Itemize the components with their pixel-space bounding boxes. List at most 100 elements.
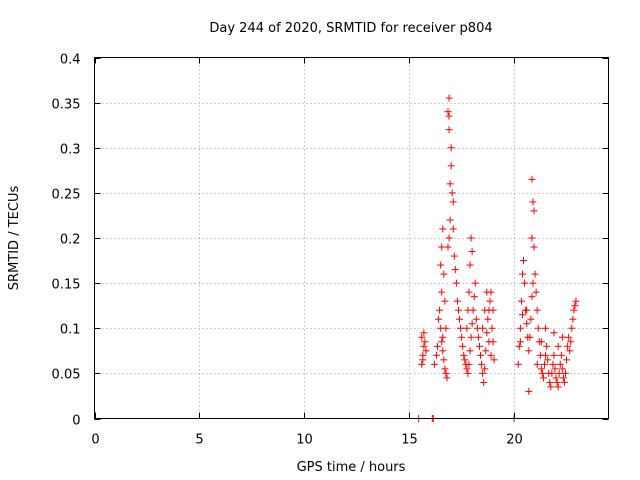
data-point: [449, 198, 457, 206]
data-point: [479, 369, 487, 377]
data-point: [566, 347, 574, 355]
data-point: [530, 207, 538, 215]
data-point: [515, 342, 523, 350]
y-tick-label: 0.2: [60, 233, 81, 248]
data-point: [525, 387, 533, 395]
data-point: [418, 333, 426, 341]
x-tick-label: 15: [401, 433, 418, 448]
data-point: [553, 378, 561, 386]
data-point: [464, 369, 472, 377]
data-point: [541, 360, 549, 368]
data-point: [443, 374, 451, 382]
y-tick-label: 0.15: [52, 278, 81, 293]
data-point: [527, 315, 535, 323]
data-point: [550, 351, 558, 359]
data-point: [565, 333, 573, 341]
data-point: [439, 225, 447, 233]
data-point: [528, 175, 536, 183]
x-axis-label: GPS time / hours: [297, 460, 406, 475]
data-point: [542, 351, 550, 359]
data-point: [439, 347, 447, 355]
data-point: [514, 360, 522, 368]
data-point: [460, 351, 468, 359]
data-point: [531, 270, 539, 278]
data-point: [556, 360, 564, 368]
data-point: [547, 383, 555, 391]
data-point: [468, 248, 476, 256]
data-point: [523, 320, 531, 328]
data-point: [568, 324, 576, 332]
data-point: [558, 333, 566, 341]
data-point: [430, 360, 438, 368]
data-point: [544, 356, 552, 364]
data-point: [554, 342, 562, 350]
data-point: [456, 315, 464, 323]
data-point: [488, 324, 496, 332]
data-point: [457, 324, 465, 332]
data-point: [557, 351, 565, 359]
y-tick-label: 0.4: [60, 53, 81, 68]
data-point: [445, 112, 453, 120]
data-point: [518, 311, 526, 319]
data-point: [477, 351, 485, 359]
data-point: [465, 360, 473, 368]
y-tick-label: 0.05: [52, 368, 81, 383]
y-tick-label: 0.35: [52, 98, 81, 113]
data-point: [543, 342, 551, 350]
data-point: [470, 293, 478, 301]
data-point: [459, 342, 467, 350]
data-point: [480, 378, 488, 386]
data-points: [415, 94, 580, 422]
data-point: [483, 329, 491, 337]
x-tick-label: 10: [296, 433, 313, 448]
data-point: [440, 356, 448, 364]
data-point: [466, 261, 474, 269]
axis-ticks: [94, 57, 609, 420]
data-point: [467, 234, 475, 242]
data-point: [525, 347, 533, 355]
data-point: [437, 261, 445, 269]
data-point: [528, 234, 536, 242]
data-point: [452, 279, 460, 287]
data-point: [548, 369, 556, 377]
data-point: [463, 365, 471, 373]
data-point: [438, 338, 446, 346]
data-point: [546, 378, 554, 386]
data-point: [463, 324, 471, 332]
data-point: [440, 270, 448, 278]
data-point: [516, 338, 524, 346]
data-point: [486, 297, 494, 305]
x-tick-label: 5: [195, 433, 203, 448]
data-point: [474, 333, 482, 341]
data-point: [481, 365, 489, 373]
x-tick-label: 0: [91, 433, 99, 448]
data-point: [571, 302, 579, 310]
data-point: [421, 338, 429, 346]
data-point: [472, 315, 480, 323]
data-point: [523, 306, 531, 314]
data-point: [447, 144, 455, 152]
data-point: [549, 360, 557, 368]
data-point: [563, 356, 571, 364]
data-point: [449, 225, 457, 233]
data-point: [538, 369, 546, 377]
data-point: [434, 342, 442, 350]
data-point: [435, 315, 443, 323]
x-tick-label: 20: [506, 433, 523, 448]
data-point: [448, 189, 456, 197]
data-point: [539, 374, 547, 382]
data-point: [420, 329, 428, 337]
data-point: [550, 329, 558, 337]
data-point: [444, 243, 452, 251]
data-point: [444, 108, 452, 116]
data-point: [479, 324, 487, 332]
data-point: [533, 306, 541, 314]
data-point: [521, 279, 529, 287]
data-point: [555, 369, 563, 377]
data-point: [451, 266, 459, 274]
data-point: [453, 297, 461, 305]
data-point: [441, 365, 449, 373]
data-point: [490, 356, 498, 364]
data-point: [432, 351, 440, 359]
